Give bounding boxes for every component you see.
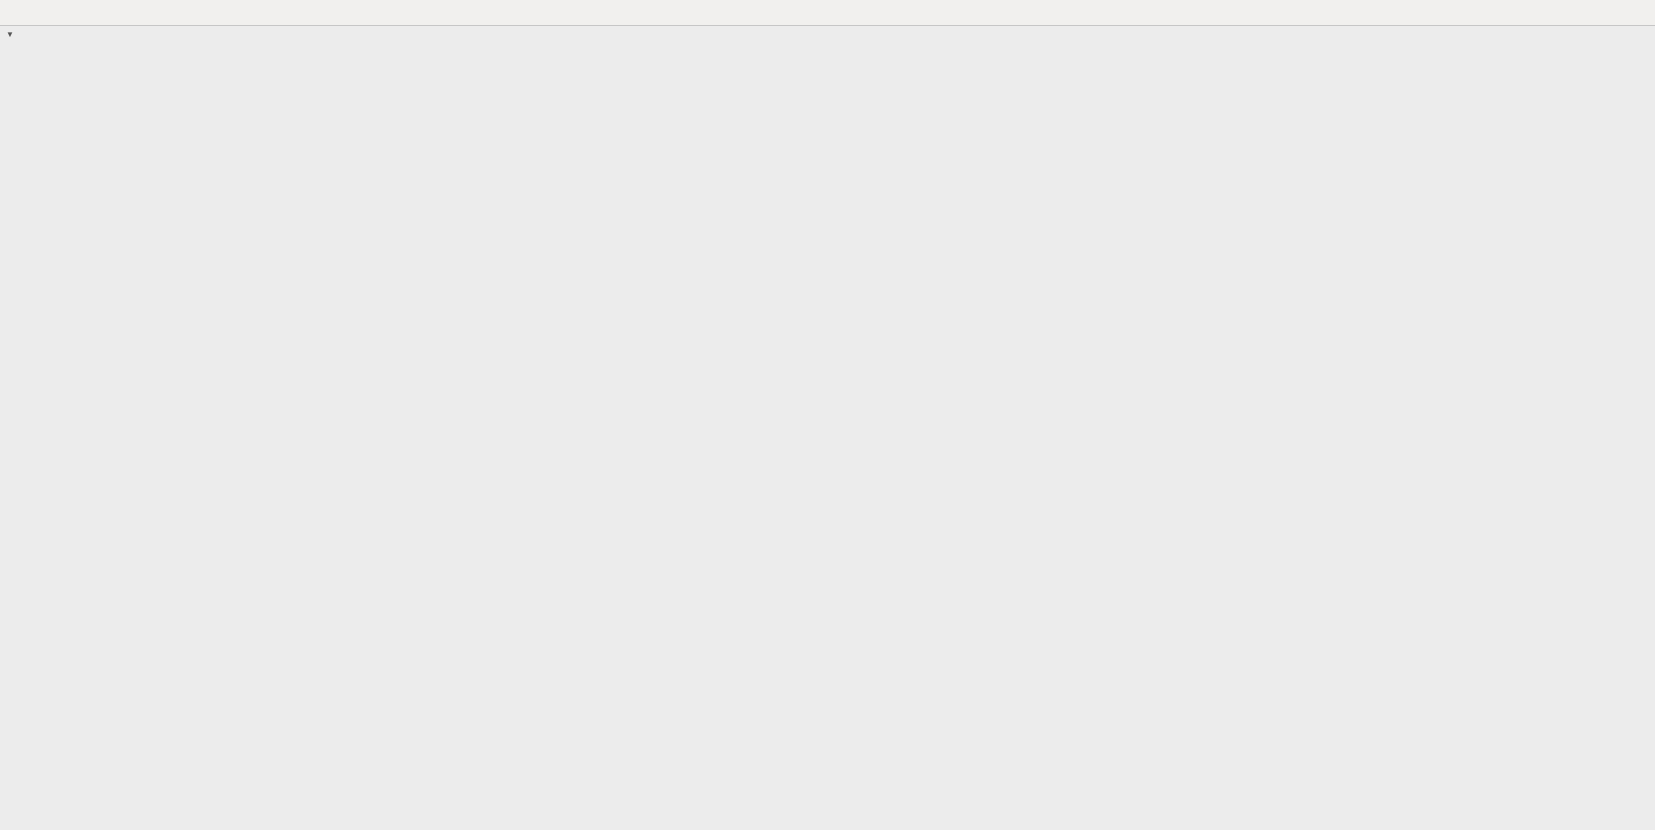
chart-title: ▼ (6, 30, 44, 40)
one-click-trading-toggle[interactable]: ▼ (6, 30, 14, 39)
toolbar (0, 0, 1655, 26)
